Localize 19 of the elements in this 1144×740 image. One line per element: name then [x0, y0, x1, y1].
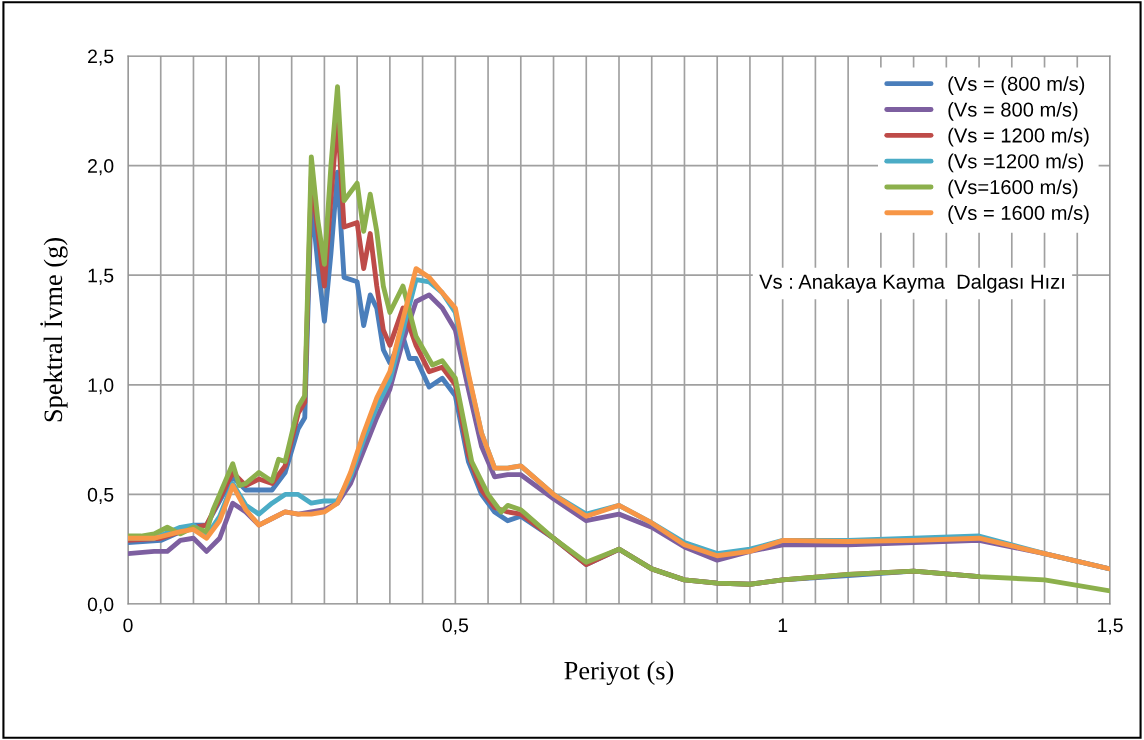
x-tick-label: 0 — [123, 618, 133, 633]
legend-label: (Vs = 800 m/s) — [948, 101, 1078, 121]
x-tick-label: 1 — [778, 618, 788, 632]
y-tick-label: 2,5 — [88, 49, 114, 66]
legend-label: (Vs =1200 m/s) — [948, 153, 1084, 173]
legend-label: (Vs = 1600 m/s) — [948, 205, 1089, 225]
legend-label: (Vs = (800 m/s) — [948, 76, 1085, 95]
y-tick-label: 0,5 — [87, 487, 114, 504]
x-tick-label: 1,5 — [1097, 618, 1123, 635]
y-tick-label: 0,0 — [87, 597, 114, 614]
y-tick-label: 1,5 — [88, 268, 114, 285]
legend-label: (Vs=1600 m/s) — [948, 179, 1078, 199]
legend-label: (Vs = 1200 m/s) — [948, 127, 1089, 147]
y-axis-title: Spektral İvme (g) — [40, 238, 68, 422]
y-tick-label: 2,0 — [88, 159, 114, 176]
x-axis-title: Periyot (s) — [564, 661, 674, 686]
annotation: Vs : Anakaya Kayma Dalgası Hızı — [759, 274, 1064, 293]
x-tick-label: 0,5 — [442, 618, 469, 635]
y-tick-label: 1,0 — [88, 378, 114, 395]
